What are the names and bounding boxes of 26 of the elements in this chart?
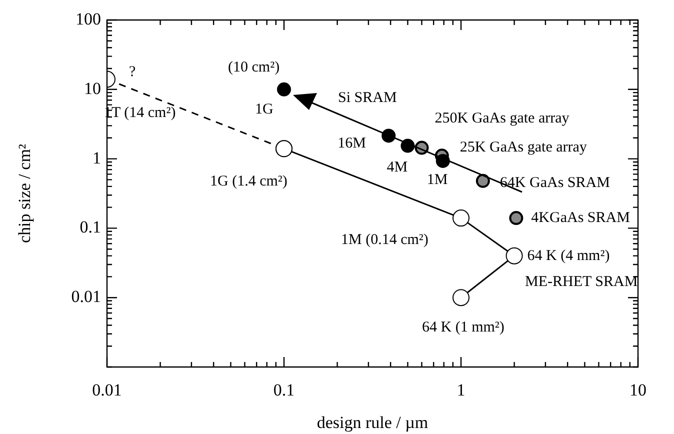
annotation: (10 cm²) [228,59,280,76]
annotation: ? [129,64,136,80]
y-tick-label: 0.1 [80,218,101,237]
x-axis-title: design rule / µm [316,413,428,432]
annotation: 1G (1.4 cm²) [210,174,288,190]
y-tick-label: 100 [76,9,101,28]
annotation: 1M [426,172,448,188]
y-axis-title: chip size / cm² [15,144,34,244]
annotation: 64 K (4 mm²) [527,248,610,264]
y-tick-label: 0.01 [71,287,101,306]
annotation: 4KGaAs SRAM [531,210,630,226]
annotation: 250K GaAs gate array [434,110,570,127]
annotation: Si SRAM [338,90,397,106]
annotation: 25K GaAs gate array [460,140,588,156]
x-tick-label: 10 [630,380,646,400]
y-tick-label: 10 [84,78,101,98]
x-tick-label: 0.1 [273,380,295,400]
annotation: ME-RHET SRAM [525,274,638,290]
annotation: 1G [255,101,274,118]
annotation: 4M [386,160,408,176]
x-tick-label: 1 [456,380,466,400]
annotation: 64K GaAs SRAM [500,174,610,191]
annotation: 16M [338,136,366,152]
y-tick-label: 1 [92,148,101,168]
annotation: 1M (0.14 cm²) [341,232,428,248]
annotation: 64 K (1 mm²) [422,320,504,336]
